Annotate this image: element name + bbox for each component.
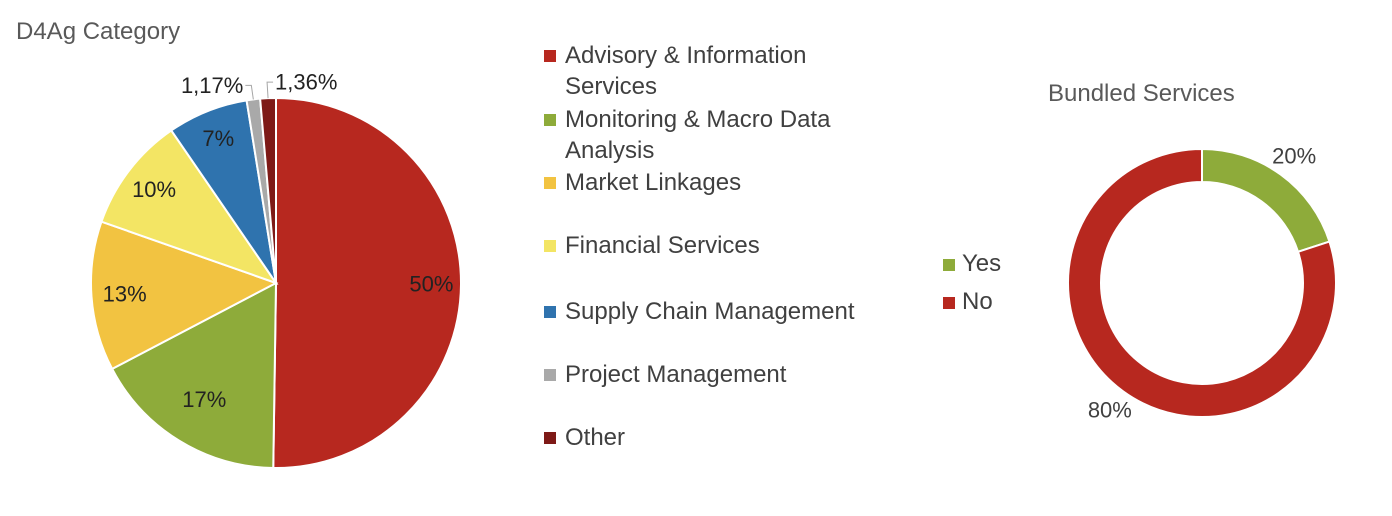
pie-data-label-market-linkages: 13% xyxy=(103,281,147,306)
leader-line-project-management xyxy=(245,84,254,100)
legend-item-market-linkages: Market Linkages xyxy=(544,167,864,198)
legend-swatch-other xyxy=(544,432,556,444)
pie-chart-title: D4Ag Category xyxy=(16,18,181,45)
legend-item-financial: Financial Services xyxy=(544,230,864,261)
pie-data-label-supply-chain-management: 7% xyxy=(202,126,234,151)
legend-swatch-monitoring xyxy=(544,114,556,126)
legend-swatch-advisory xyxy=(544,50,556,62)
donut-slice-no xyxy=(1067,147,1337,418)
legend-label-financial: Financial Services xyxy=(565,232,760,259)
pie-data-label-advisory-and-information-services: 50% xyxy=(409,272,453,297)
donut-chart-title: Bundled Services xyxy=(1048,80,1235,107)
pie-data-label-monitoring-and-macro-data-analysis: 17% xyxy=(182,387,226,412)
legend-label-supply-chain: Supply Chain Management xyxy=(565,298,855,325)
donut-data-label-yes: 20% xyxy=(1272,144,1316,169)
legend-swatch-yes xyxy=(943,259,955,271)
legend-swatch-financial xyxy=(544,240,556,252)
legend-label-market-linkages: Market Linkages xyxy=(565,169,742,196)
legend-label-yes: Yes xyxy=(962,250,1002,277)
pie-slice-market-linkages xyxy=(90,220,279,371)
donut-data-label-no: 80% xyxy=(1088,397,1132,422)
legend-item-supply-chain: Supply Chain Management xyxy=(544,296,864,327)
pie-slice-monitoring-and-macro-data-analysis xyxy=(110,281,278,469)
pie-slice-advisory-and-information-services xyxy=(272,96,462,469)
legend-item-no: No xyxy=(943,287,993,317)
legend-label-advisory: Advisory & Information Services xyxy=(565,42,807,100)
pie-data-label-financial-services: 10% xyxy=(132,177,176,202)
legend-label-no: No xyxy=(962,288,993,315)
legend-item-monitoring: Monitoring & Macro Data Analysis xyxy=(544,104,864,166)
legend-label-other: Other xyxy=(565,424,626,451)
pie-data-label-other: 1,36% xyxy=(275,70,337,95)
legend-swatch-supply-chain xyxy=(544,306,556,318)
legend-item-project: Project Management xyxy=(544,359,864,390)
pie-data-label-project-management: 1,17% xyxy=(181,73,243,98)
legend-item-other: Other xyxy=(544,422,864,453)
leader-line-other xyxy=(266,81,274,99)
pie-slice-financial-services xyxy=(100,129,279,285)
legend-label-monitoring: Monitoring & Macro Data Analysis xyxy=(565,106,831,164)
legend-swatch-no xyxy=(943,297,955,309)
legend-item-yes: Yes xyxy=(943,249,1001,279)
legend-swatch-project xyxy=(544,369,556,381)
legend-label-project: Project Management xyxy=(565,361,787,388)
legend-item-advisory: Advisory & Information Services xyxy=(544,40,864,102)
legend-swatch-market-linkages xyxy=(544,177,556,189)
